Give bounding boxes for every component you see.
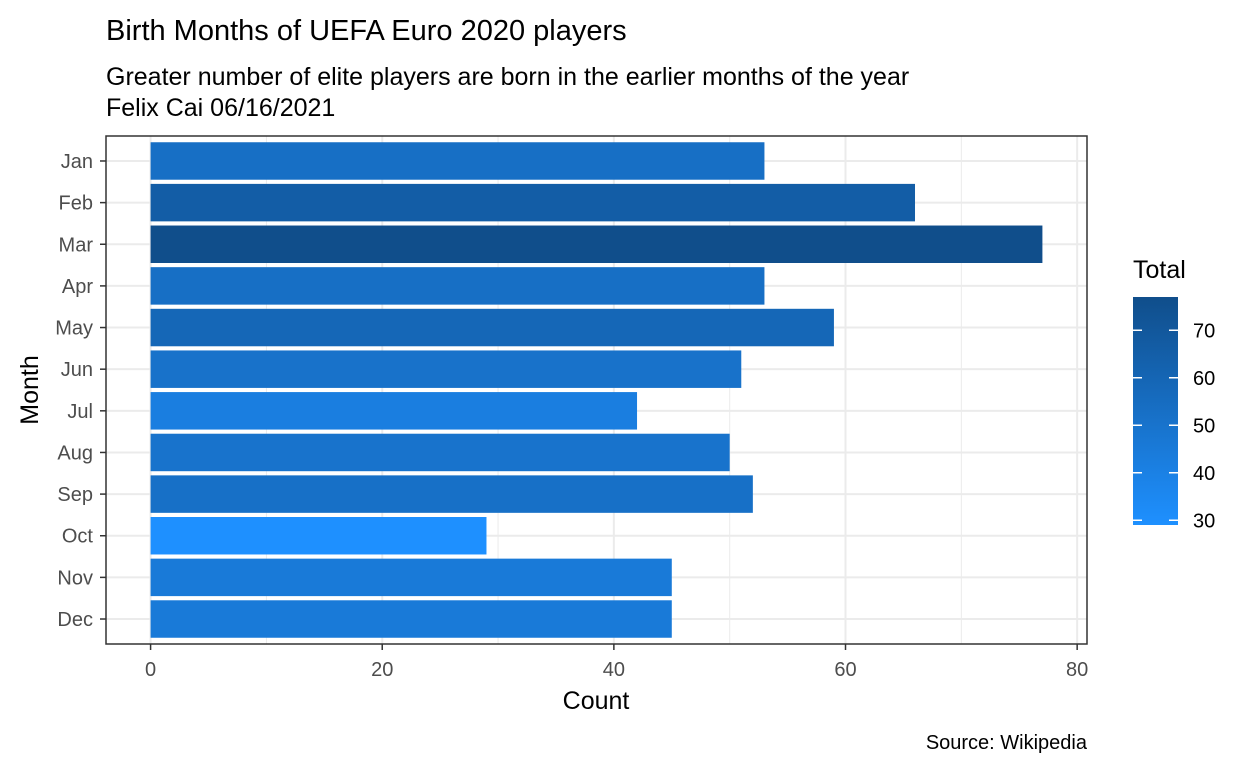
legend-tick-label: 30 [1193, 510, 1215, 532]
x-tick-label: 60 [834, 659, 856, 681]
bar-aug [150, 433, 730, 472]
bar-sep [150, 475, 753, 513]
legend-tick-label: 70 [1193, 320, 1215, 342]
bar-oct [150, 517, 487, 555]
y-tick-label: Oct [62, 526, 94, 548]
bar-nov [150, 558, 672, 597]
y-tick-label: Jan [61, 151, 93, 173]
y-tick-label: Jul [67, 401, 93, 423]
legend-tick-label: 50 [1193, 415, 1215, 437]
legend-title: Total [1133, 256, 1186, 284]
bar-apr [150, 267, 765, 305]
x-tick-label: 20 [371, 659, 393, 681]
legend-tick-label: 60 [1193, 368, 1215, 390]
bar-dec [150, 600, 672, 638]
y-tick-label: Jun [61, 359, 93, 381]
bar-mar [150, 225, 1043, 263]
color-legend: Total 30 40 50 60 70 [1133, 256, 1215, 532]
legend-tick-label: 40 [1193, 463, 1215, 485]
chart-subtitle-line-1: Greater number of elite players are born… [106, 63, 909, 91]
x-axis-label: Count [563, 687, 630, 715]
chart-subtitle-line-2: Felix Cai 06/16/2021 [106, 94, 335, 122]
y-axis-label: Month [16, 355, 44, 424]
y-tick-label: Nov [57, 567, 93, 589]
legend-colorbar [1133, 297, 1178, 525]
plot-panel: Jan Feb Mar Apr May Jun Jul Aug Sep Oct Nov Dec 0 20 4… [55, 135, 1088, 681]
bar-may [150, 308, 834, 347]
panel-border [105, 135, 1088, 645]
y-tick-label: Apr [62, 276, 93, 298]
y-tick-label: Aug [57, 442, 93, 464]
y-tick-label: Mar [59, 234, 94, 256]
bar-jan [150, 142, 765, 180]
x-tick-label: 0 [145, 659, 156, 681]
bar-jul [150, 392, 638, 430]
y-tick-label: Feb [59, 193, 93, 215]
y-tick-label: May [55, 318, 93, 340]
y-tick-label: Sep [57, 484, 93, 506]
chart-title: Birth Months of UEFA Euro 2020 players [106, 15, 627, 47]
bar-jun [150, 350, 742, 388]
x-tick-label: 40 [603, 659, 625, 681]
x-tick-label: 80 [1066, 659, 1088, 681]
chart-caption: Source: Wikipedia [926, 732, 1088, 754]
y-tick-label: Dec [57, 609, 93, 631]
bar-feb [150, 183, 916, 222]
